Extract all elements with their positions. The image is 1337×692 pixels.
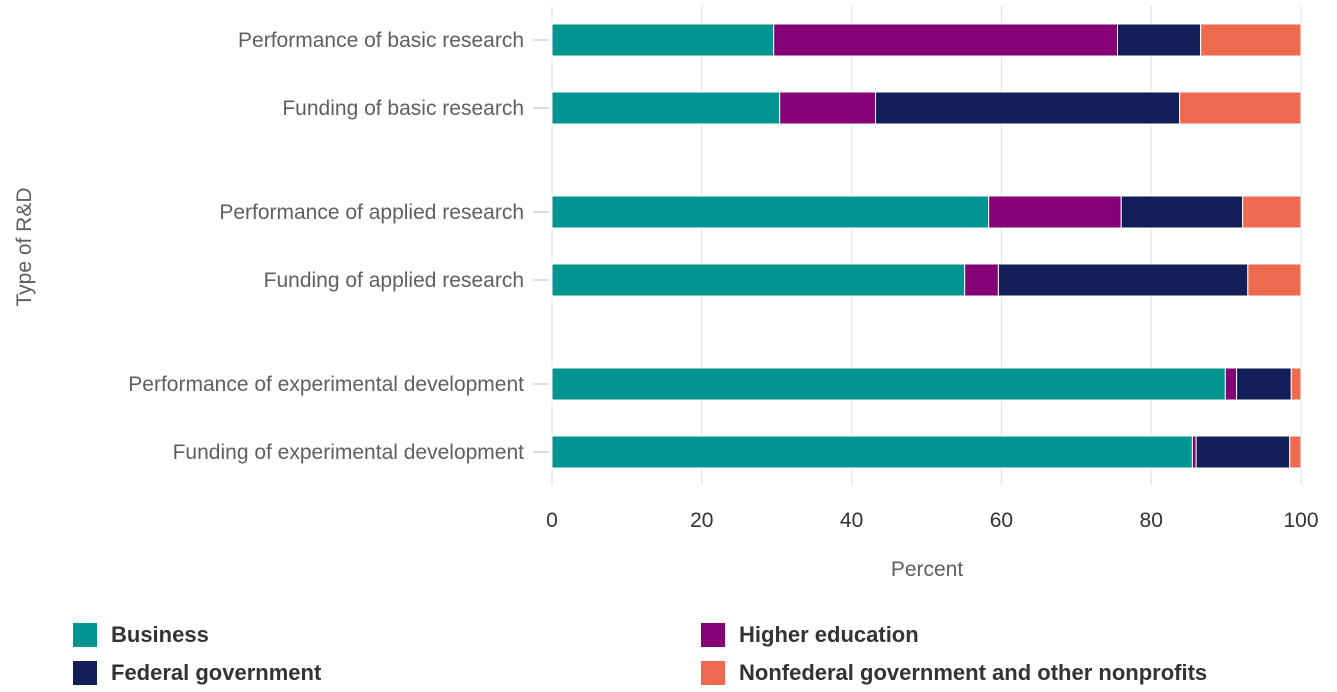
x-axis-title: Percent bbox=[891, 558, 964, 581]
x-axis-ticks: 0 20 40 60 80 100 bbox=[546, 509, 1318, 532]
bar-segment bbox=[875, 91, 1181, 125]
bar-segment bbox=[997, 263, 1249, 297]
x-tick-label: 80 bbox=[1140, 509, 1163, 532]
bar-segment bbox=[551, 23, 775, 57]
x-tick-label: 20 bbox=[690, 509, 713, 532]
category-label: Performance of applied research bbox=[219, 201, 524, 224]
legend-swatch bbox=[73, 661, 97, 685]
x-tick-label: 40 bbox=[840, 509, 863, 532]
bar-segment bbox=[1195, 435, 1291, 469]
bar-segment bbox=[1224, 367, 1238, 401]
legend-item-business: Business bbox=[73, 622, 209, 648]
category-label: Funding of applied research bbox=[264, 269, 524, 292]
bar-segment bbox=[551, 91, 781, 125]
bar-segment bbox=[551, 195, 990, 229]
x-tick-label: 100 bbox=[1283, 509, 1318, 532]
category-label: Funding of basic research bbox=[282, 97, 524, 120]
x-tick-label: 60 bbox=[990, 509, 1013, 532]
category-labels: Performance of basic research Funding of … bbox=[128, 29, 549, 464]
legend-item-higher-education: Higher education bbox=[701, 622, 919, 648]
bar-segment bbox=[964, 263, 999, 297]
bar-segment bbox=[1289, 435, 1302, 469]
bar-segment bbox=[1242, 195, 1302, 229]
legend-swatch bbox=[701, 623, 725, 647]
legend-label: Business bbox=[111, 622, 209, 647]
bar-segment bbox=[1120, 195, 1244, 229]
bar-segment bbox=[773, 23, 1118, 57]
legend: Business Higher education Federal govern… bbox=[0, 610, 1337, 692]
bar-segment bbox=[1200, 23, 1302, 57]
bar-segment bbox=[551, 435, 1193, 469]
category-label: Performance of basic research bbox=[238, 29, 524, 52]
bar-segment bbox=[1191, 435, 1197, 469]
bar-segment bbox=[779, 91, 877, 125]
y-axis-title: Type of R&D bbox=[13, 187, 36, 306]
category-label: Performance of experimental development bbox=[128, 373, 524, 396]
category-label: Funding of experimental development bbox=[173, 441, 525, 464]
bar-segment bbox=[551, 263, 966, 297]
stacked-bar-chart: Performance of basic research Funding of … bbox=[13, 6, 1319, 581]
legend-item-federal-government: Federal government bbox=[73, 660, 321, 686]
bar-segment bbox=[1116, 23, 1202, 57]
x-tick-label: 0 bbox=[546, 509, 558, 532]
legend-label: Nonfederal government and other nonprofi… bbox=[739, 660, 1208, 685]
bar-segment bbox=[1247, 263, 1302, 297]
legend-swatch bbox=[73, 623, 97, 647]
legend-label: Higher education bbox=[739, 622, 919, 647]
bar-segment bbox=[988, 195, 1122, 229]
legend-label: Federal government bbox=[111, 660, 322, 685]
legend-item-nonfederal: Nonfederal government and other nonprofi… bbox=[701, 660, 1207, 686]
bars bbox=[551, 23, 1302, 469]
bar-segment bbox=[1236, 367, 1292, 401]
bar-segment bbox=[551, 367, 1226, 401]
legend-swatch bbox=[701, 661, 725, 685]
gridlines bbox=[551, 6, 1302, 485]
bar-segment bbox=[1290, 367, 1302, 401]
bar-segment bbox=[1179, 91, 1302, 125]
